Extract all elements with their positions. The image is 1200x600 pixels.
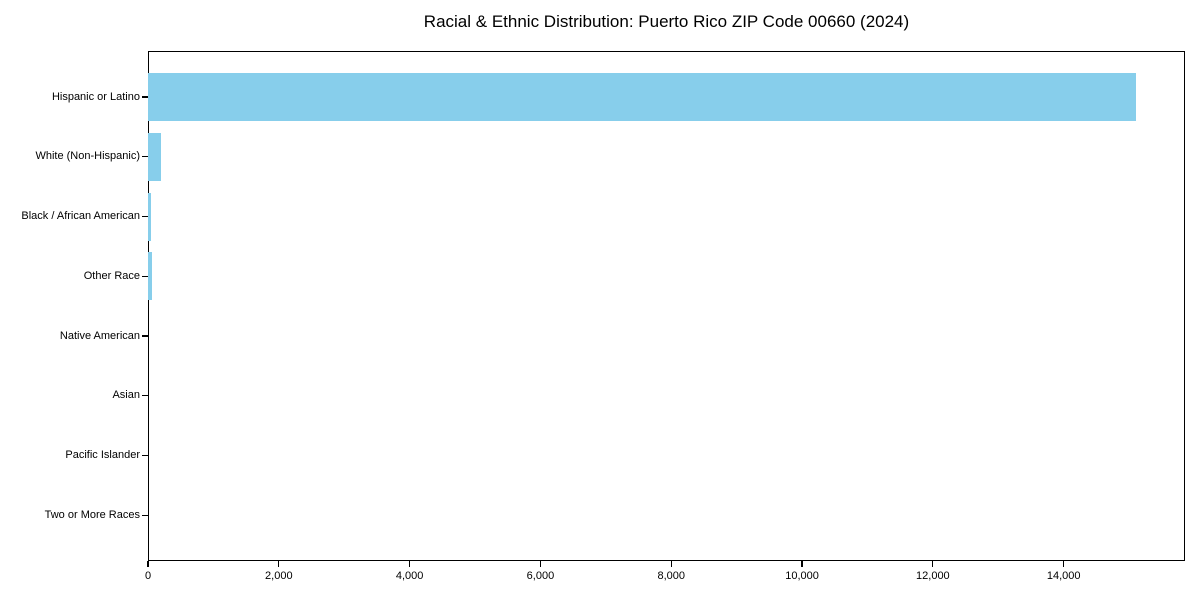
y-tick-mark (142, 275, 148, 277)
chart-title: Racial & Ethnic Distribution: Puerto Ric… (423, 12, 910, 31)
y-tick-label: Two or More Races (44, 508, 140, 521)
y-tick-mark (142, 335, 148, 337)
x-tick-mark (932, 561, 934, 567)
x-tick-label: 4,000 (395, 570, 424, 582)
y-tick-mark (142, 215, 148, 218)
x-tick-label: 12,000 (916, 570, 950, 582)
x-tick-label: 2,000 (265, 570, 293, 582)
x-tick-label: 14,000 (1046, 570, 1081, 582)
y-tick-mark (142, 514, 148, 516)
bar-other-race (148, 252, 153, 301)
y-tick-mark (142, 454, 148, 457)
y-tick-label: Asian (112, 389, 140, 402)
y-tick-label: Black / African American (21, 210, 140, 222)
x-tick-mark (539, 561, 542, 567)
x-tick-mark (670, 561, 672, 567)
y-tick-label: Pacific Islander (65, 449, 140, 461)
y-tick-mark (142, 395, 148, 397)
x-tick-label: 0 (144, 570, 152, 582)
y-tick-label: White (Non-Hispanic) (35, 150, 140, 163)
x-tick-label: 8,000 (657, 570, 685, 582)
x-tick-mark (147, 561, 149, 567)
x-tick-mark (801, 561, 803, 567)
plot-area (148, 51, 1185, 561)
x-tick-mark (278, 561, 280, 567)
x-tick-mark (1063, 561, 1065, 567)
y-tick-label: Hispanic or Latino (51, 90, 140, 103)
x-tick-label: 6,000 (526, 570, 555, 582)
x-tick-label: 10,000 (785, 570, 819, 582)
y-tick-mark (142, 96, 148, 98)
y-tick-label: Native American (59, 329, 140, 342)
bar-black-african-american (148, 192, 152, 241)
y-tick-mark (142, 156, 148, 158)
bar-white-non-hispanic- (148, 132, 162, 181)
bar-hispanic-or-latino (148, 73, 1136, 121)
x-tick-mark (409, 561, 411, 567)
y-tick-label: Other Race (83, 269, 140, 282)
